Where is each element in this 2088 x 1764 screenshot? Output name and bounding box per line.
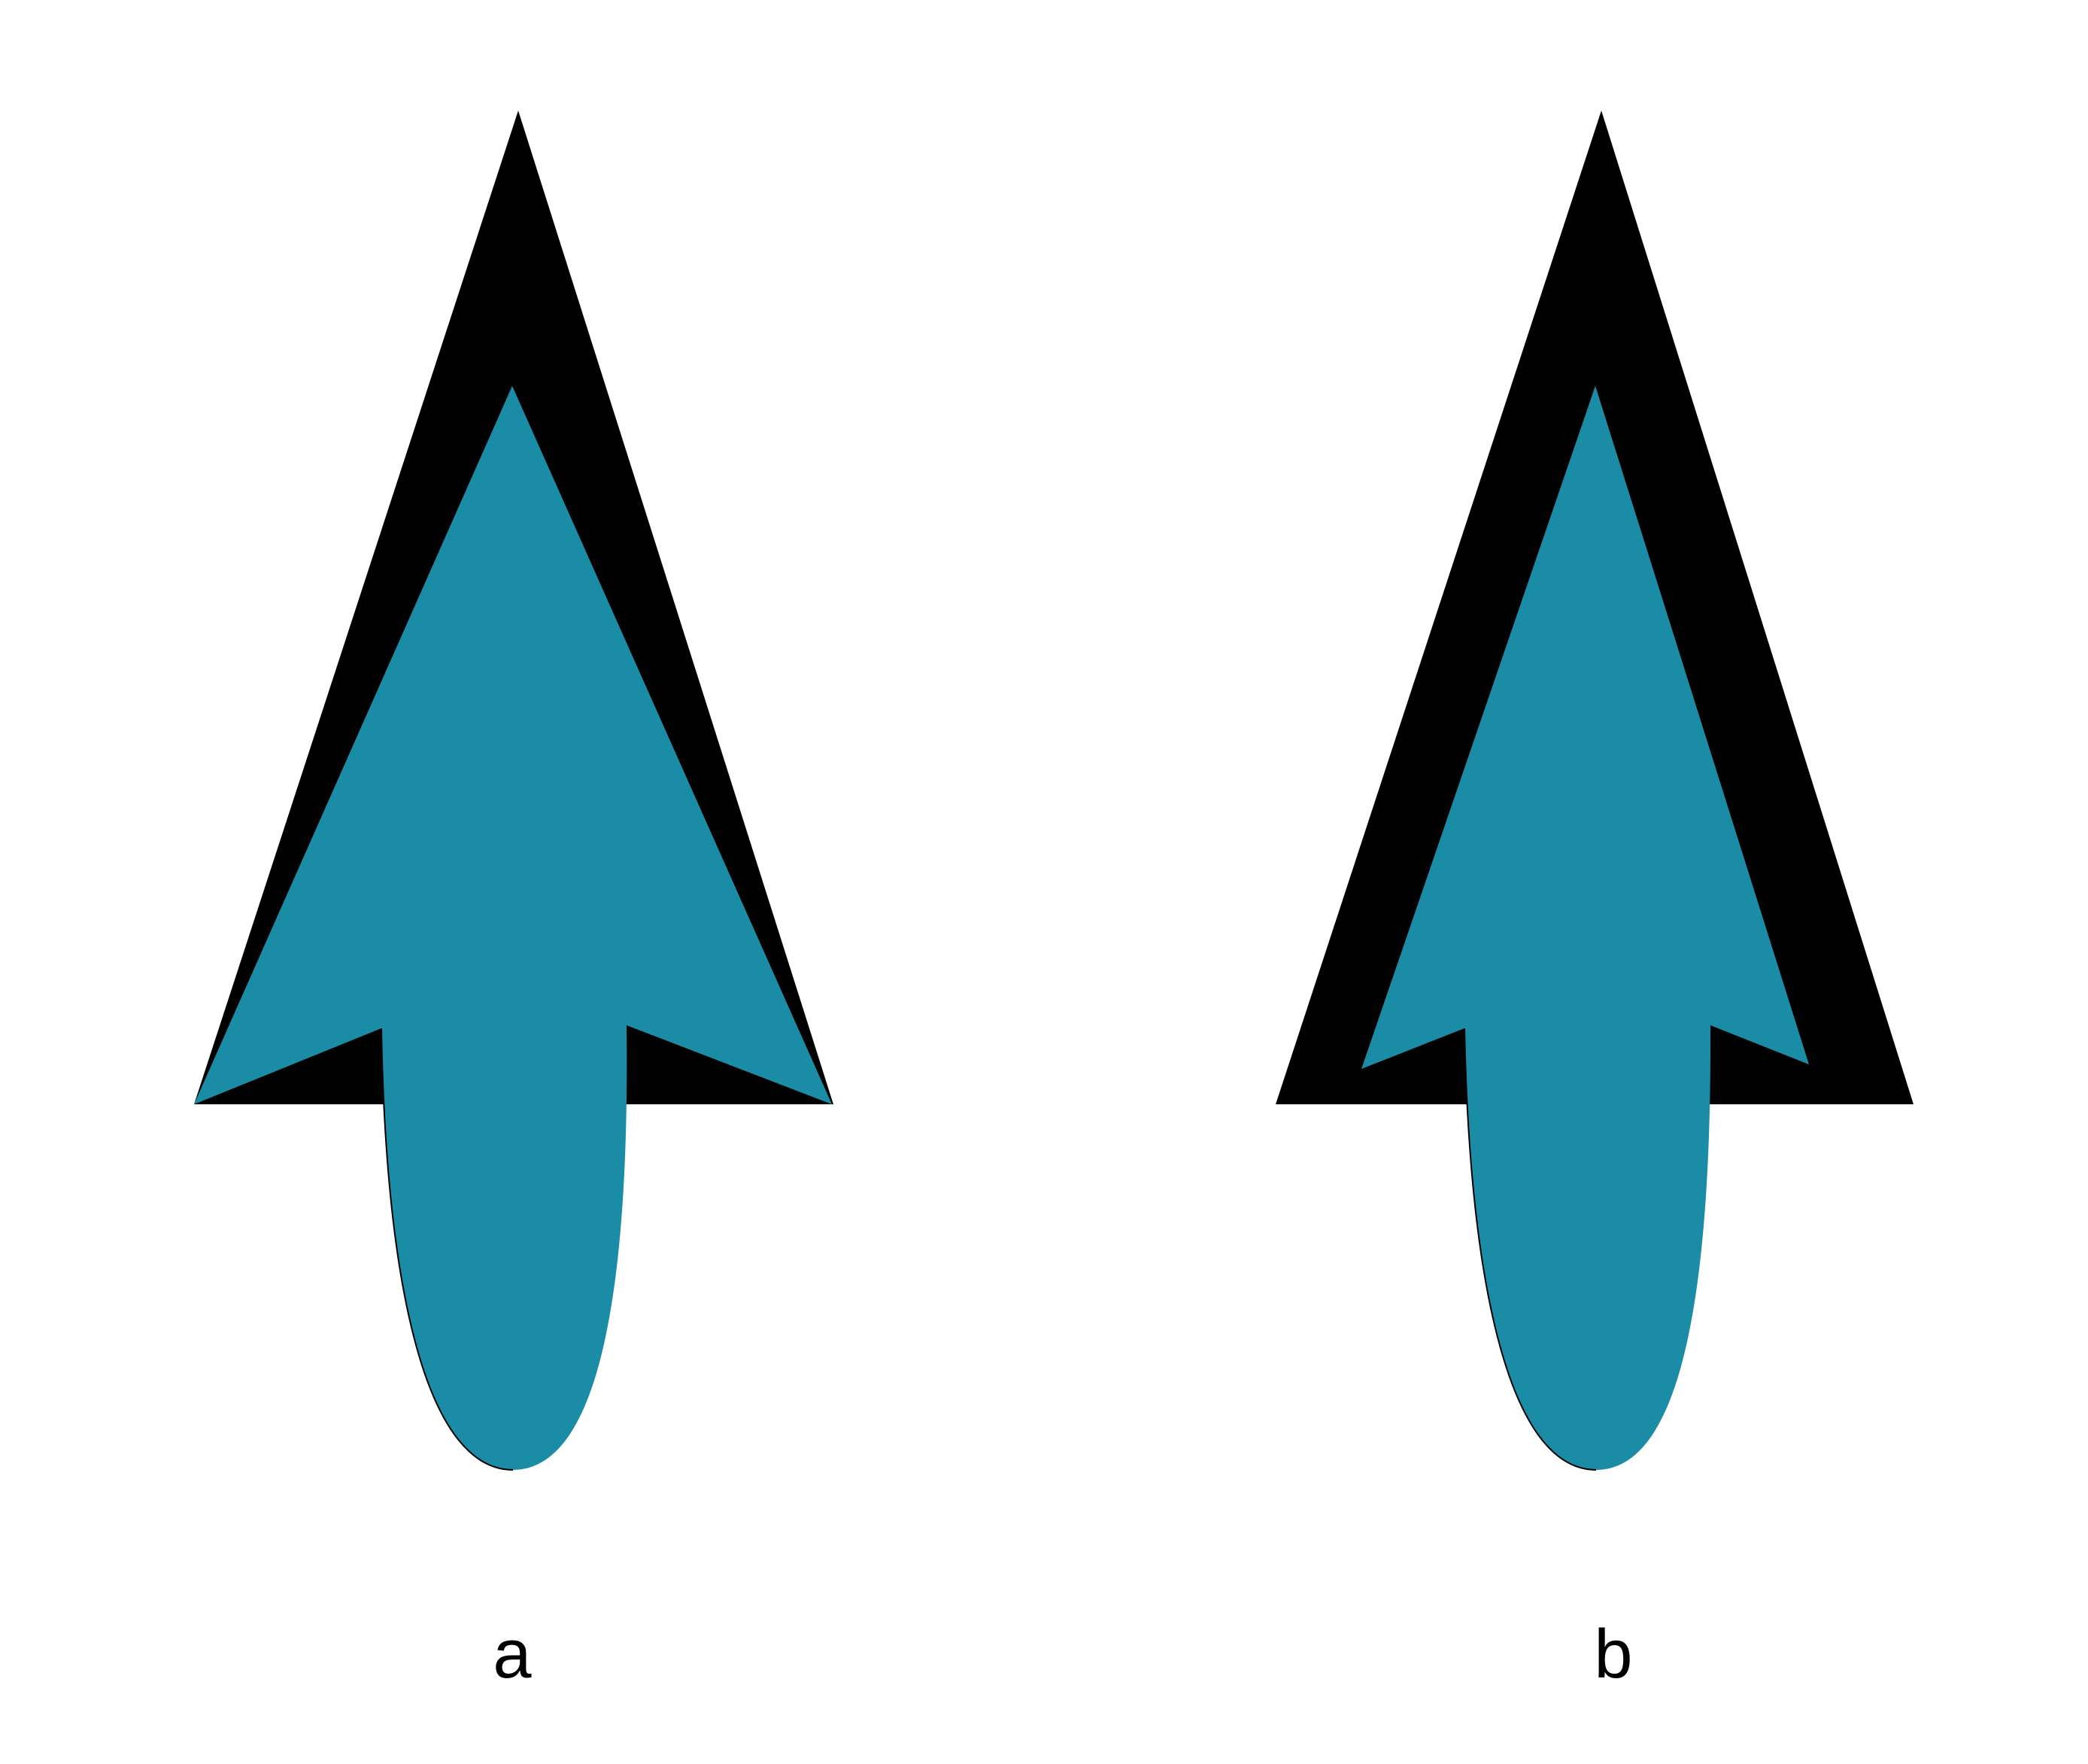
panel-a: a bbox=[194, 111, 833, 1693]
panel-b: b bbox=[1276, 111, 1913, 1693]
inner-arrow-b bbox=[1361, 386, 1809, 1470]
inner-arrow-a bbox=[194, 386, 832, 1470]
shaft-edge-a bbox=[381, 1028, 514, 1471]
shaft-edge-b bbox=[1464, 1028, 1597, 1471]
panel-label-a: a bbox=[493, 1616, 532, 1693]
panel-label-b: b bbox=[1594, 1616, 1632, 1693]
